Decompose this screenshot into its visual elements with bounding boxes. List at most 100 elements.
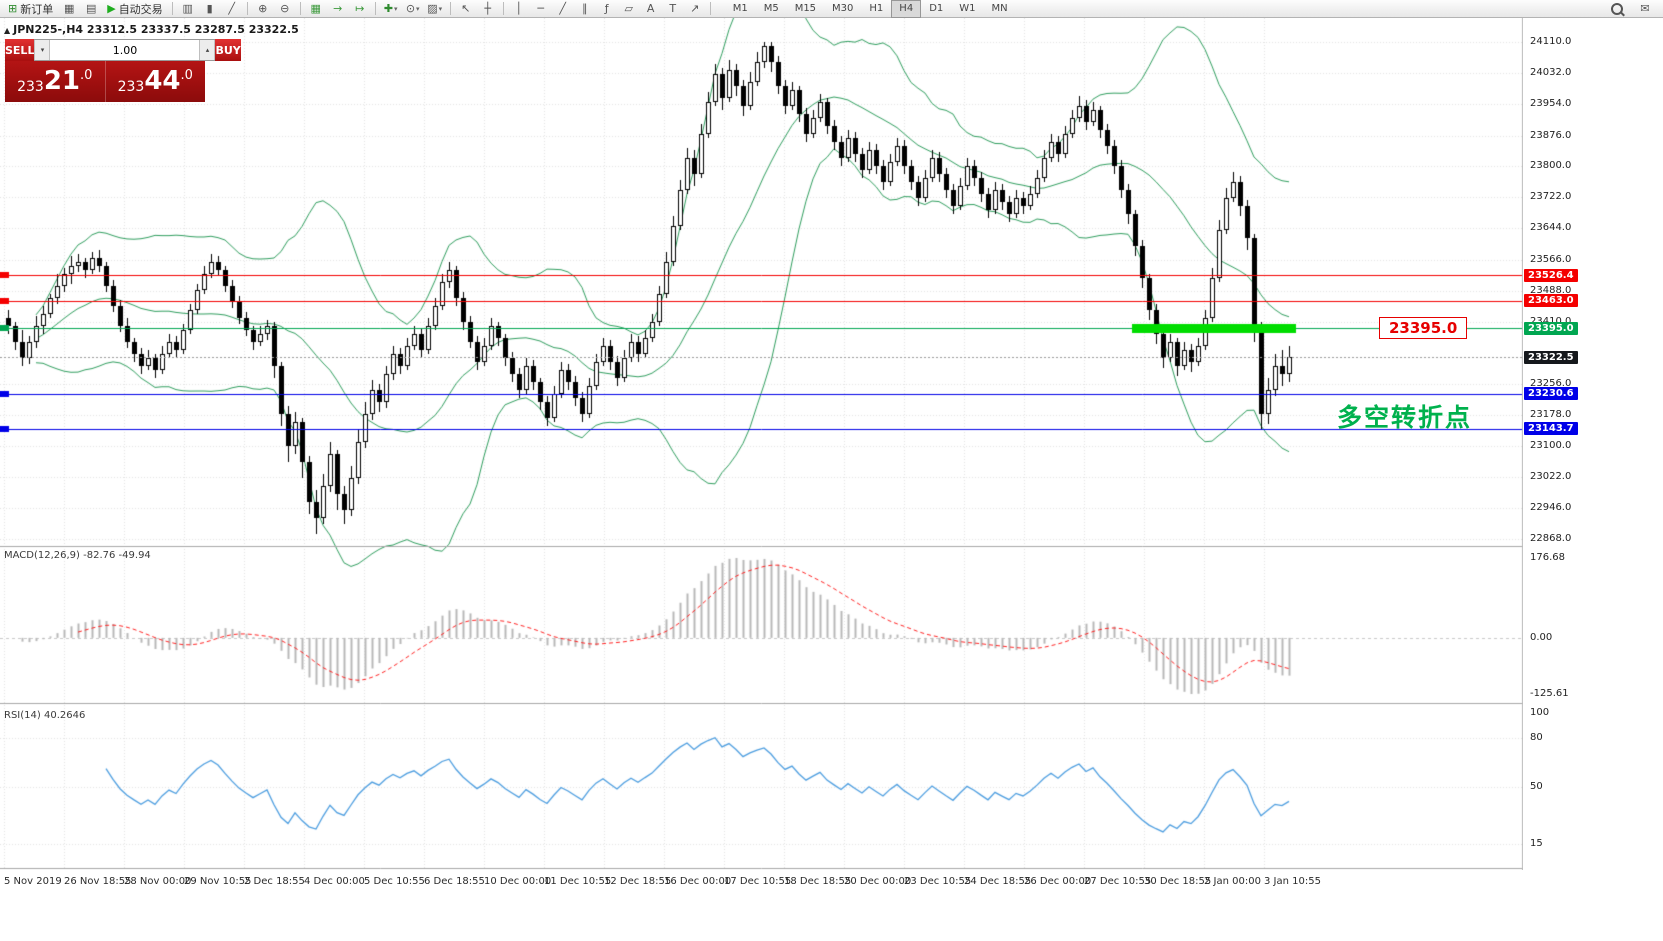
channel-icon[interactable]: ∥ [581,2,588,15]
line-chart-icon[interactable]: ╱ [228,2,235,15]
candlestick-chart-icon[interactable]: ▮ [206,2,213,15]
main-toolbar: ⊞ 新订单 ▦ ▤ ▶ 自动交易 ▥ ▮ ╱ ⊕ ⊖ ▦ → ↦ ✚ ▾ ⊙ ▾ ▨ ▾ ↖ ┼ │ ─ ╱ ∥ ƒ ▱ A T… [0,0,1663,18]
autotrading-button[interactable]: ▶ 自动交易 [102,1,167,17]
sell-price[interactable]: 233 21.0 [17,66,93,96]
volume-increase-button[interactable]: ▴ [199,40,216,60]
timeframe-h4[interactable]: H4 [891,0,922,18]
toolbar-separator [374,2,376,15]
timeframe-m1[interactable]: M1 [732,2,748,14]
periods-icon[interactable]: ⊙ ▾ [405,2,420,15]
autotrading-label: 自动交易 [118,2,163,16]
symbol-ohlc-text: JPN225-,H4 23312.5 23337.5 23287.5 23322… [13,23,299,36]
price-axis-label: 23566.0 [1530,253,1572,265]
price-callout-23395[interactable]: 23395.0 [1379,317,1468,339]
volume-decrease-button[interactable]: ▾ [34,40,51,60]
rsi-axis-label: 100 [1530,707,1550,718]
crosshair-icon[interactable]: ┼ [484,2,491,15]
text-icon[interactable]: A [646,2,655,15]
price-tag-23230.6: 23230.6 [1524,387,1578,401]
charts-list-icon[interactable]: ▦ [64,2,75,15]
templates-icon[interactable]: ▨ ▾ [427,2,443,15]
new-order-icon: ⊞ [8,2,18,15]
timeframe-h1[interactable]: H1 [869,2,884,14]
bar-chart-icon[interactable]: ▥ [182,2,193,15]
time-axis-label: 26 Dec 00:00 [1024,876,1092,887]
time-axis-label: 20 Dec 00:00 [844,876,912,887]
time-axis-label: 28 Nov 00:00 [124,876,192,887]
timeframe-m30[interactable]: M30 [832,2,854,14]
one-click-expander-icon[interactable]: ▲ [4,26,11,35]
turning-point-note: 多空转折点 [1337,403,1473,432]
time-axis-label: 24 Dec 18:55 [964,876,1032,887]
auto-scroll-icon[interactable]: → [333,2,343,15]
time-axis-label: 12 Dec 18:55 [604,876,672,887]
time-axis-label: 5 Nov 2019 [4,876,62,887]
fibonacci-icon[interactable]: ƒ [604,2,609,15]
buy-price[interactable]: 233 44.0 [104,61,206,102]
search-glass-shape [1611,2,1623,15]
time-axis: 5 Nov 2019 26 Nov 18:55 28 Nov 00:00 29 Nov… [0,870,1523,892]
chevron-down-icon: ▾ [394,4,398,13]
new-order-button[interactable]: ⊞ 新订单 [3,1,58,17]
sell-button[interactable]: SELL [5,39,35,61]
toolbar-separator [709,2,711,15]
time-axis-label: 26 Nov 18:55 [64,876,132,887]
data-window-icon[interactable]: ▤ [86,2,97,15]
toolbar-separator [502,2,504,15]
current-price-tag: 23322.5 [1524,350,1578,364]
zoom-in-icon[interactable]: ⊕ [258,2,268,15]
zoom-out-icon[interactable]: ⊖ [280,2,290,15]
price-axis-label: 22868.0 [1530,532,1572,544]
bid-ask-panel: 233 21.0 233 44.0 [5,61,205,102]
timeframe-d1[interactable]: D1 [929,2,944,14]
price-axis-label: 23800.0 [1530,160,1572,171]
macd-label: MACD(12,26,9) -82.76 -49.94 [4,550,151,561]
time-axis-label: 3 Jan 10:55 [1264,876,1321,887]
timeframe-mn[interactable]: MN [991,2,1008,14]
new-email-icon[interactable]: ✉ [1640,2,1650,15]
price-axis-label: 23954.0 [1530,98,1572,110]
volume-input[interactable] [50,40,200,60]
autotrading-play-icon: ▶ [107,2,116,15]
tile-windows-icon[interactable]: ▦ [310,2,321,15]
macd-axis-label: -125.61 [1530,688,1569,699]
price-chart-canvas[interactable] [0,18,1523,870]
timeframe-m15[interactable]: M15 [794,2,817,14]
arrows-icon[interactable]: ↗ [690,2,700,15]
price-axis-label: 23022.0 [1530,471,1572,483]
horizontal-line-icon[interactable]: ─ [537,2,544,15]
price-axis-label: 23100.0 [1530,440,1572,451]
volume-wrap: ▾ ▴ [34,39,216,61]
rsi-label: RSI(14) 40.2646 [4,710,86,721]
symbol-info: ▲ JPN225-,H4 23312.5 23337.5 23287.5 2332… [4,23,299,36]
chevron-down-icon: ▾ [416,4,420,13]
price-axis-label: 23256.0 [1530,377,1572,389]
buy-button[interactable]: BUY [215,39,241,61]
time-axis-label: 18 Dec 18:55 [784,876,852,887]
trendline-icon[interactable]: ╱ [559,2,566,15]
toolbar-separator [171,2,173,15]
label-icon[interactable]: T [669,2,677,15]
time-axis-label: 30 Dec 18:55 [1144,876,1212,887]
macd-axis-label: 0.00 [1530,631,1553,643]
vertical-line-icon[interactable]: │ [515,2,522,15]
price-axis-label: 24032.0 [1530,67,1572,79]
price-axis-label: 23876.0 [1530,129,1572,141]
chart-shift-icon[interactable]: ↦ [355,2,365,15]
shapes-icon[interactable]: ▱ [624,2,633,15]
price-axis: 24110.0 24032.0 23954.0 23876.0 23800.0 23722… [1523,18,1663,923]
cursor-icon[interactable]: ↖ [461,2,471,15]
time-axis-label: 6 Dec 18:55 [424,876,485,887]
toolbar-separator [299,2,301,15]
time-axis-label: 17 Dec 10:55 [724,876,792,887]
time-axis-label: 23 Dec 10:55 [904,876,972,887]
time-axis-label: 27 Dec 10:55 [1084,876,1152,887]
rsi-axis-label: 50 [1530,781,1543,792]
timeframe-w1[interactable]: W1 [959,2,976,14]
timeframe-m5[interactable]: M5 [763,2,779,14]
toolbar-separator [449,2,451,15]
time-axis-label: 16 Dec 00:00 [664,876,732,887]
indicators-icon[interactable]: ✚ ▾ [383,2,398,15]
time-axis-label: 4 Dec 00:00 [304,876,365,887]
search-icon[interactable] [1606,1,1628,17]
